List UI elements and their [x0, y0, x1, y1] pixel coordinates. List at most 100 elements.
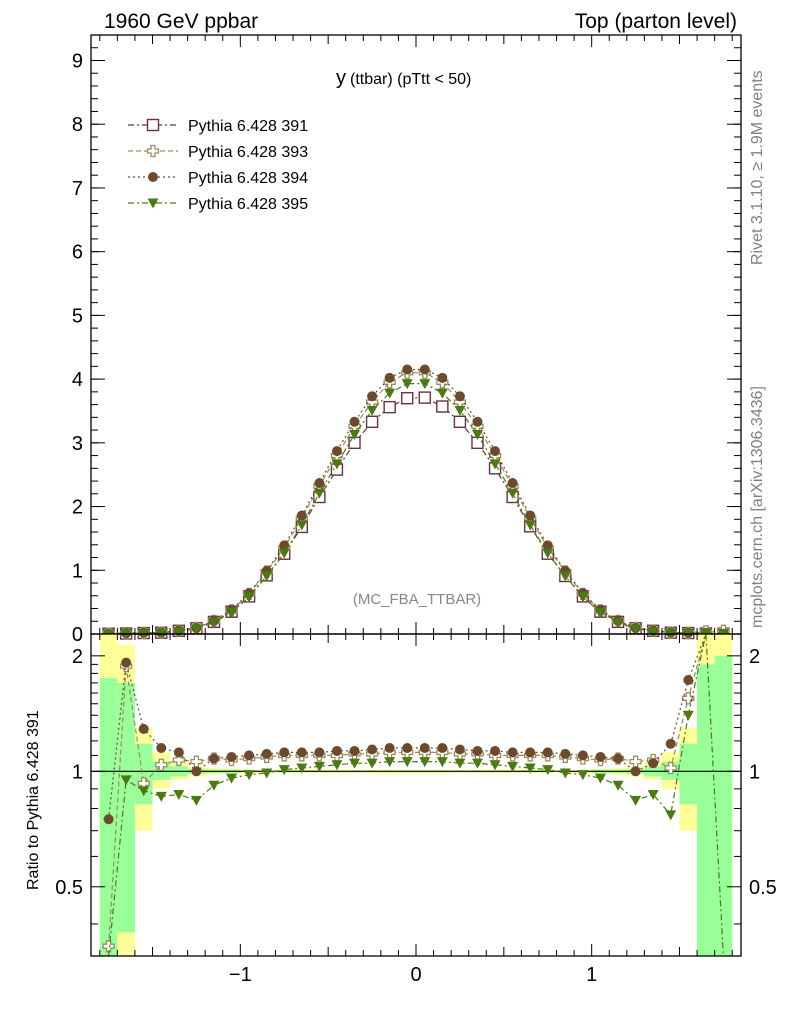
series-6-428-395-point	[489, 459, 501, 470]
mcplots-label: mcplots.cern.ch [arXiv:1306.3436]	[749, 386, 766, 628]
series-6-428-394-ratio-point	[437, 743, 448, 754]
series-6-428-395-point	[226, 607, 238, 618]
series-6-428-393-line	[108, 372, 724, 635]
series-6-428-395-point	[577, 592, 589, 603]
ratio-y-tick-label: 2	[72, 646, 83, 668]
series-6-428-391-point	[453, 415, 467, 429]
series-6-428-395-point	[471, 430, 483, 441]
main-plot-panel: y (ttbar) (pTtt < 50) (MC_FBA_TTBAR) 0 1 2…	[72, 34, 742, 646]
series-6-428-393-ratio-point	[172, 753, 185, 767]
series-6-428-395-ratio-point	[665, 810, 677, 821]
series-6-428-394-point	[437, 372, 448, 383]
series-6-428-394-point	[331, 446, 342, 457]
main-y-tick-label: 0	[72, 624, 83, 646]
x-tick-label: 0	[410, 964, 421, 986]
series-6-428-395-ratio-point	[507, 761, 519, 772]
main-y-tick-label: 9	[72, 50, 83, 72]
series-6-428-393-ratio-line	[108, 633, 724, 947]
series-6-428-395-ratio-point	[278, 765, 290, 776]
series-6-428-394-point	[419, 364, 430, 375]
series-6-428-395-ratio-point	[436, 757, 448, 768]
series-6-428-395-point	[243, 592, 255, 603]
series-6-428-394-ratio-point	[665, 738, 676, 749]
series-6-428-394-ratio-point	[261, 748, 272, 759]
series-6-428-395-ratio-point	[349, 758, 361, 769]
series-6-428-395-point	[630, 624, 642, 635]
series-6-428-394-ratio-point	[402, 743, 413, 754]
legend-marker	[146, 144, 160, 158]
series-6-428-395-point	[454, 405, 466, 416]
series-6-428-394-ratio-point	[577, 750, 588, 761]
series-6-428-395-ratio-point	[208, 780, 220, 791]
series-6-428-394-ratio-point	[472, 745, 483, 756]
ratio-y-tick-label: 1	[72, 761, 83, 783]
series-6-428-395-point	[647, 626, 659, 637]
series-6-428-394-point	[525, 510, 536, 521]
series-6-428-395-point	[261, 571, 273, 582]
series-6-428-394-ratio-point	[490, 745, 501, 756]
series-6-428-394-ratio-point	[560, 748, 571, 759]
plot-title-main: y	[336, 67, 346, 89]
main-y-tick-label: 2	[72, 497, 83, 519]
rivet-version-label: Rivet 3.1.10, ≥ 1.9M events	[749, 70, 766, 265]
series-6-428-395-point	[436, 388, 448, 399]
series-6-428-391-point	[418, 391, 431, 404]
series-6-428-395-line	[108, 383, 724, 635]
series-6-428-395-point	[419, 379, 431, 390]
series-6-428-395-ratio-point	[630, 795, 642, 806]
series-6-428-394-ratio-point	[648, 758, 659, 769]
series-6-428-395-ratio-point	[489, 760, 501, 771]
series-6-428-395-ratio-point	[243, 770, 255, 781]
series-6-428-395-ratio-point	[138, 786, 150, 797]
series-6-428-393-ratio-point	[155, 758, 168, 771]
series-6-428-394-ratio-point	[296, 747, 307, 758]
header-left: 1960 GeV ppbar	[104, 10, 258, 33]
series-6-428-394-ratio-point	[244, 750, 255, 761]
series-6-428-393-ratio-point	[102, 940, 115, 953]
ratio-y-tick-label: 0.5	[55, 877, 83, 899]
series-6-428-395-point	[349, 430, 361, 441]
legend-entry: Pythia 6.428 394	[128, 170, 308, 187]
series-6-428-394-ratio-point	[138, 723, 149, 734]
series-6-428-394-point	[402, 364, 413, 375]
series-6-428-395-ratio-point	[173, 790, 185, 801]
series-6-428-395-ratio-point	[612, 780, 624, 791]
series-6-428-394-ratio-point	[630, 766, 641, 777]
series-6-428-393-ratio-point	[664, 761, 677, 775]
series-6-428-391-point	[436, 400, 449, 413]
series-6-428-394-ratio-point	[419, 743, 430, 754]
main-y-tick-label: 4	[72, 369, 83, 391]
legend-marker	[148, 172, 158, 182]
ratio-frame	[90, 633, 742, 957]
series-6-428-395-ratio-point	[594, 773, 606, 784]
series-6-428-395-point	[173, 626, 185, 637]
series-6-428-395-point	[366, 405, 378, 416]
series-6-428-394-ratio-point	[331, 745, 342, 756]
main-y-tick-label: 6	[72, 242, 83, 264]
main-y-tick-label: 1	[72, 560, 83, 582]
series-6-428-395-point	[401, 379, 413, 390]
series-6-428-394-ratio-point	[525, 747, 536, 758]
series-6-428-395-ratio-point	[542, 765, 554, 776]
legend: Pythia 6.428 391 Pythia 6.428 393 Pythia 6…	[128, 118, 308, 213]
main-y-tick-label: 5	[72, 305, 83, 327]
series-6-428-395-point	[384, 388, 396, 399]
series-6-428-395-ratio-line	[108, 633, 724, 957]
series-6-428-394-ratio-point	[542, 747, 553, 758]
main-y-tick-label: 8	[72, 114, 83, 136]
series-6-428-395-ratio-point	[647, 790, 659, 801]
ratio-plot-panel: 0.5 0.5 1 1 2 2 −1 0 1	[55, 633, 777, 986]
series-6-428-394-ratio-point	[226, 751, 237, 762]
series-6-428-395-point	[208, 618, 220, 629]
series-6-428-394-ratio-point	[121, 657, 132, 668]
plot-title-sub: (ttbar) (pTtt < 50)	[350, 71, 471, 88]
series-6-428-394-ratio-point	[613, 753, 624, 764]
legend-entry: Pythia 6.428 393	[128, 144, 308, 161]
legend-label: Pythia 6.428 395	[188, 196, 308, 213]
main-y-tick-label: 7	[72, 178, 83, 200]
legend-entry: Pythia 6.428 395	[128, 196, 308, 213]
series-6-428-395-ratio-point	[190, 795, 202, 806]
series-6-428-395-ratio-point	[384, 757, 396, 768]
series-6-428-394-point	[507, 477, 518, 488]
